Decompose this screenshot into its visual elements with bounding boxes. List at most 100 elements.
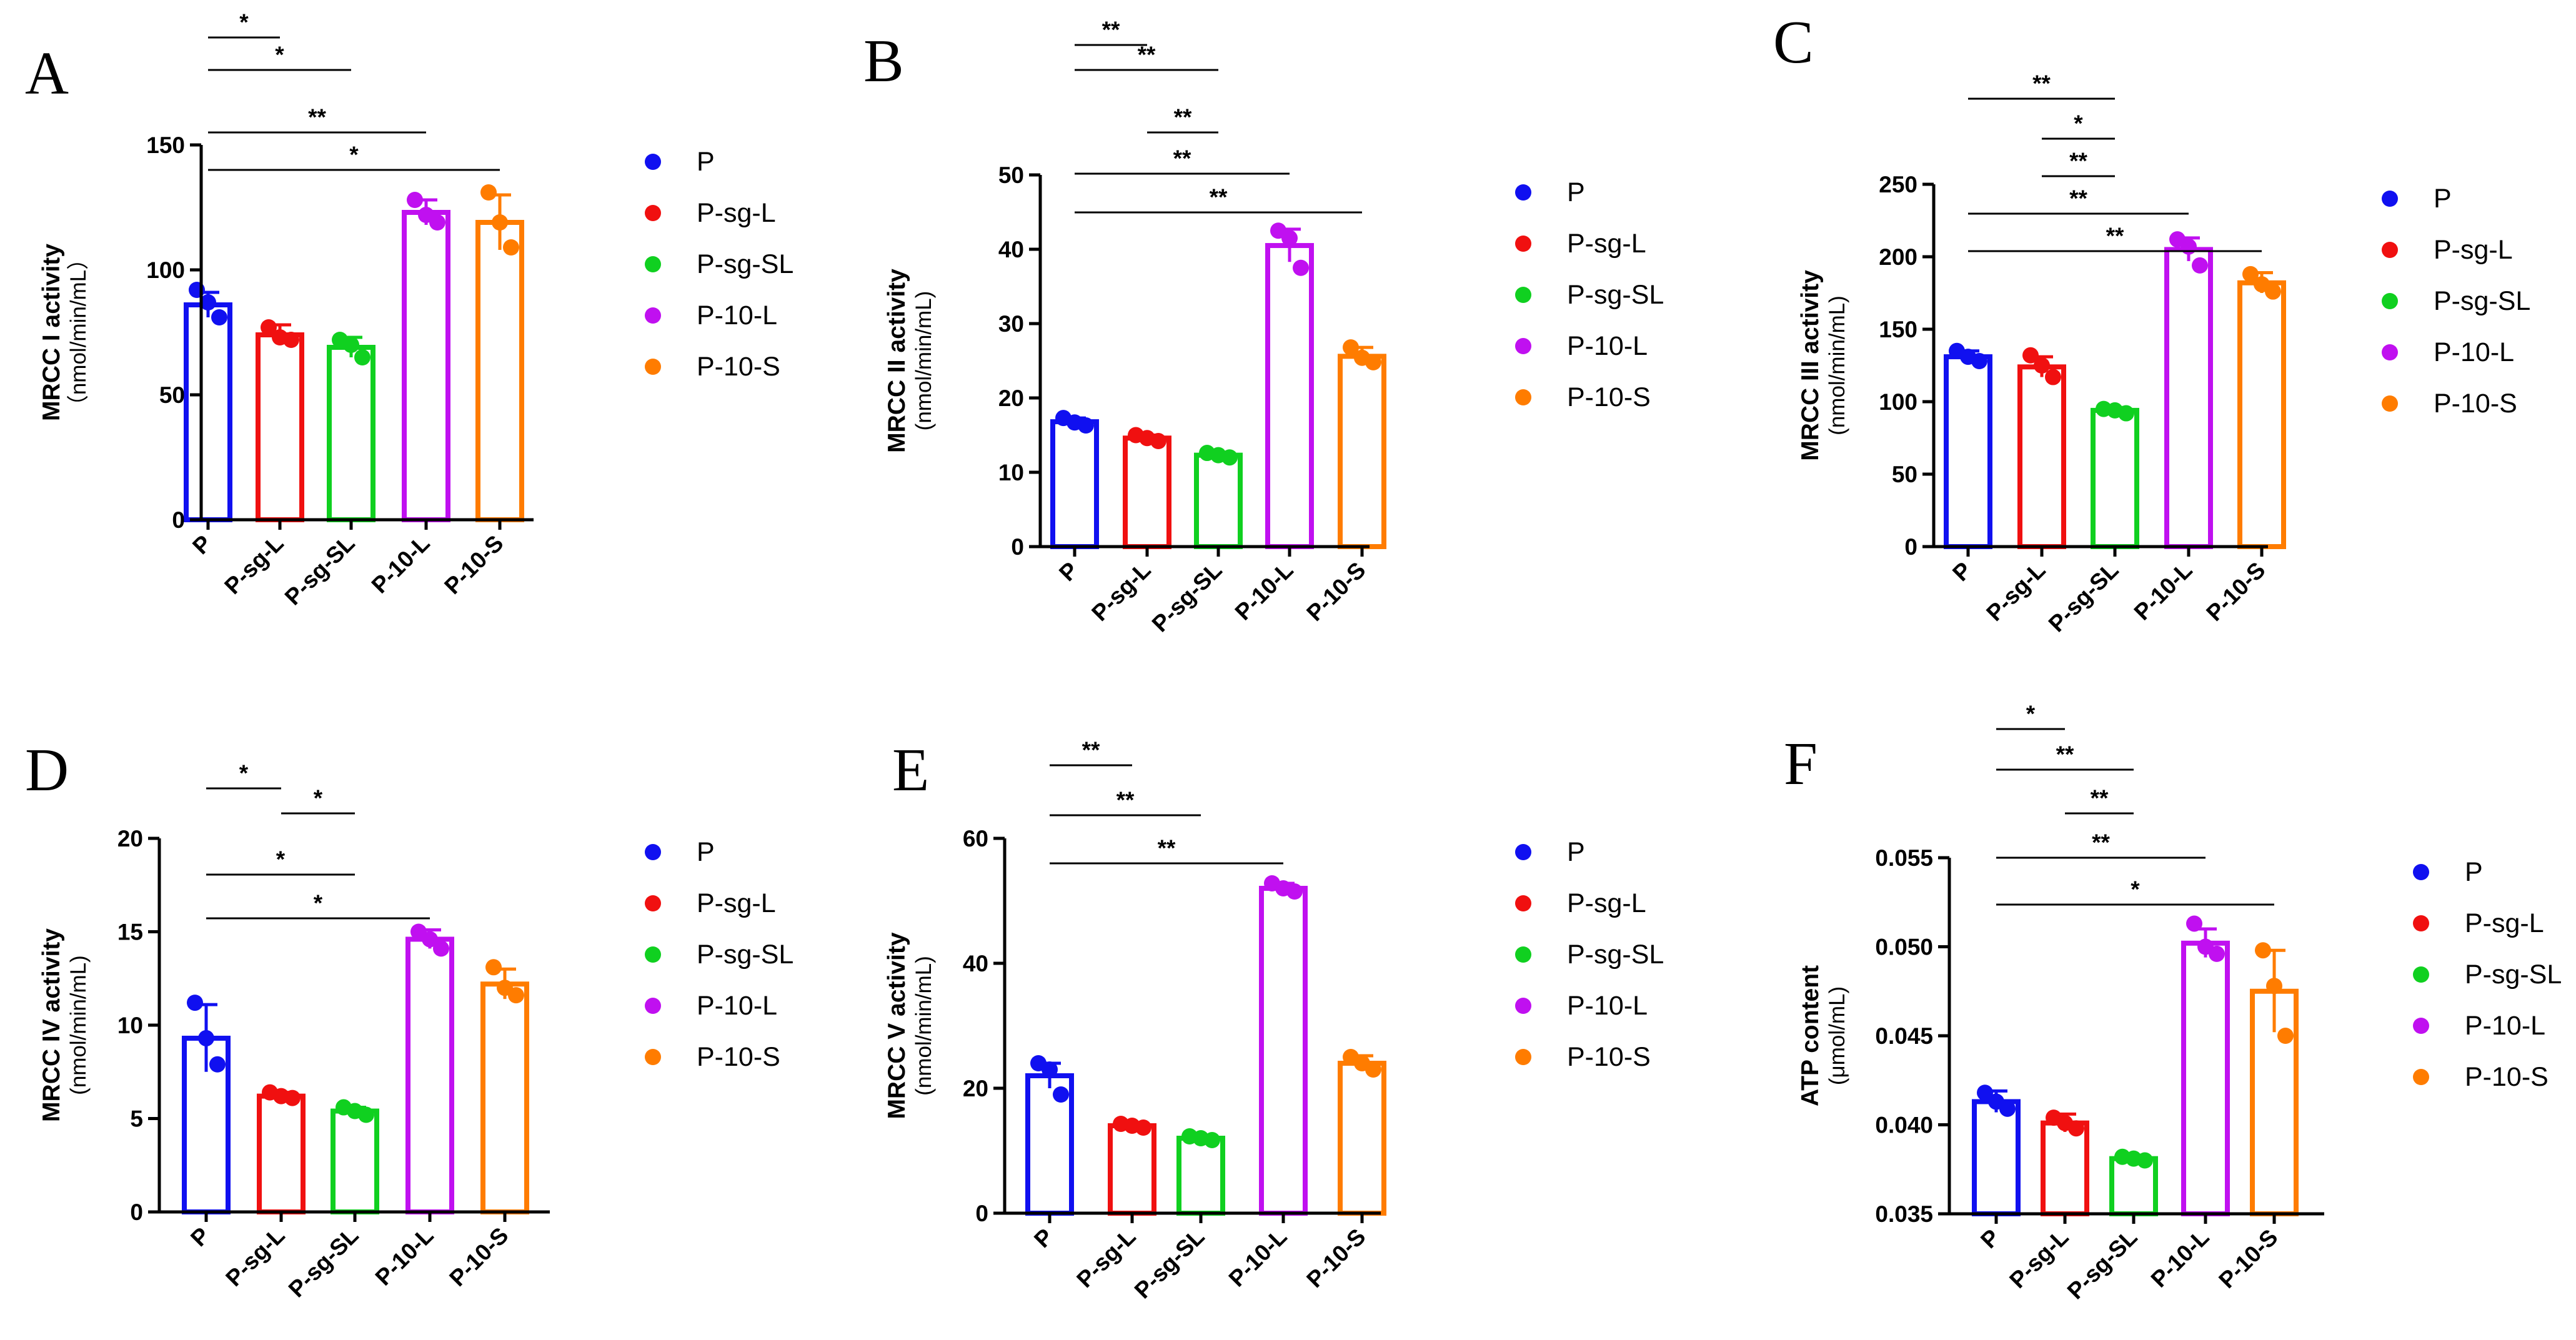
y-tick-label: 0 xyxy=(1011,534,1024,560)
x-tick-label: P xyxy=(1029,1224,1058,1253)
legend-marker xyxy=(645,256,661,272)
x-tick-label: P xyxy=(1947,557,1976,586)
legend-label: P xyxy=(2465,857,2483,887)
bar-p-10-l xyxy=(2164,247,2213,549)
data-point xyxy=(2034,357,2050,374)
y-axis-title: MRCC V activity xyxy=(883,932,910,1119)
legend-marker xyxy=(1515,998,1531,1014)
bar-p xyxy=(1944,354,1992,550)
y-tick-label: 15 xyxy=(117,920,143,945)
bar-p-10-s xyxy=(480,981,529,1214)
panel-letter: D xyxy=(25,737,69,803)
legend-marker xyxy=(645,998,661,1014)
data-point xyxy=(1286,883,1303,900)
data-point xyxy=(2265,283,2281,300)
legend-marker xyxy=(2382,344,2398,360)
significance-label: ** xyxy=(2056,742,2074,767)
data-point xyxy=(1977,1084,1993,1101)
data-point xyxy=(1053,1086,1069,1103)
legend-label: P-10-L xyxy=(697,300,777,330)
x-tick-label: P-sg-L xyxy=(1087,557,1155,626)
data-point xyxy=(358,1106,374,1123)
y-tick-label: 150 xyxy=(146,132,185,158)
data-point xyxy=(1078,417,1094,434)
significance-label: ** xyxy=(308,104,326,130)
data-point xyxy=(2068,1120,2084,1137)
y-tick-label: 0 xyxy=(975,1201,988,1226)
legend-label: P xyxy=(697,147,715,177)
legend-marker xyxy=(2413,864,2429,880)
data-point xyxy=(187,995,203,1011)
y-tick-label: 30 xyxy=(998,311,1024,337)
data-point xyxy=(1971,353,1987,370)
legend-label: P-10-S xyxy=(697,352,780,382)
x-tick-label: P-10-S xyxy=(2201,557,2270,626)
legend-label: P-sg-L xyxy=(2434,235,2513,265)
legend-marker xyxy=(1515,184,1531,201)
legend-marker xyxy=(645,154,661,170)
data-point xyxy=(480,184,497,201)
x-tick-label: P-10-L xyxy=(367,530,435,598)
data-point xyxy=(2186,915,2202,932)
data-point xyxy=(1343,339,1359,356)
y-tick-label: 0.050 xyxy=(1875,935,1933,960)
bar-p-10-l xyxy=(1265,243,1314,549)
y-axis-unit: （nmol/min/mL） xyxy=(66,248,91,417)
y-tick-label: 60 xyxy=(963,826,988,851)
bar-p-sg-sl xyxy=(1194,452,1243,549)
bar-p-10-l xyxy=(1259,886,1308,1216)
legend-marker xyxy=(645,1049,661,1065)
bar-p-sg-sl xyxy=(1176,1136,1225,1216)
legend-label: P-sg-L xyxy=(1567,229,1646,259)
significance-label: * xyxy=(349,142,359,167)
data-point xyxy=(2118,405,2134,422)
legend-marker xyxy=(645,205,661,221)
x-tick-label: P-sg-SL xyxy=(1130,1224,1210,1304)
x-tick-label: P xyxy=(1976,1224,2004,1253)
data-point xyxy=(1365,354,1381,370)
data-point xyxy=(508,987,524,1004)
legend-label: P-10-L xyxy=(697,991,777,1021)
bar-p-sg-l xyxy=(1108,1123,1156,1216)
legend-marker xyxy=(2382,242,2398,258)
data-point xyxy=(1281,230,1298,247)
x-tick-label: P-sg-SL xyxy=(2044,557,2124,637)
y-axis-title: MRCC II activity xyxy=(883,269,910,453)
bar-p-sg-l xyxy=(2041,1120,2089,1217)
data-point xyxy=(503,239,519,256)
significance-label: ** xyxy=(1138,42,1156,67)
bar-p-sg-l xyxy=(256,332,304,522)
y-tick-label: 20 xyxy=(117,826,143,851)
legend-marker xyxy=(1515,1049,1531,1065)
y-tick-label: 0 xyxy=(130,1199,143,1225)
legend-marker xyxy=(1515,338,1531,354)
legend-marker xyxy=(2413,915,2429,931)
legend-marker xyxy=(645,844,661,860)
legend-marker xyxy=(645,307,661,324)
x-tick-label: P-sg-L xyxy=(1072,1224,1140,1293)
legend-marker xyxy=(1515,844,1531,860)
significance-label: ** xyxy=(2069,148,2087,174)
significance-label: ** xyxy=(1174,104,1192,130)
panel-letter: A xyxy=(25,40,69,107)
significance-label: ** xyxy=(1158,835,1176,861)
legend-label: P-10-L xyxy=(2465,1011,2545,1041)
y-tick-label: 0.045 xyxy=(1875,1023,1933,1049)
x-tick-label: P-sg-SL xyxy=(1147,557,1227,637)
data-point xyxy=(284,1089,301,1106)
data-point xyxy=(2209,945,2225,962)
data-point xyxy=(1204,1132,1220,1148)
data-point xyxy=(354,349,370,365)
legend-label: P-sg-SL xyxy=(1567,940,1664,970)
y-axis-unit: (nmol/min/mL) xyxy=(912,291,936,431)
data-point xyxy=(433,940,449,957)
legend-label: P-10-S xyxy=(2434,389,2517,419)
data-point xyxy=(283,332,299,348)
significance-label: ** xyxy=(2091,785,2109,811)
significance-label: * xyxy=(276,846,286,872)
significance-label: * xyxy=(314,890,323,916)
data-point xyxy=(2242,266,2259,282)
data-point xyxy=(2022,347,2039,364)
